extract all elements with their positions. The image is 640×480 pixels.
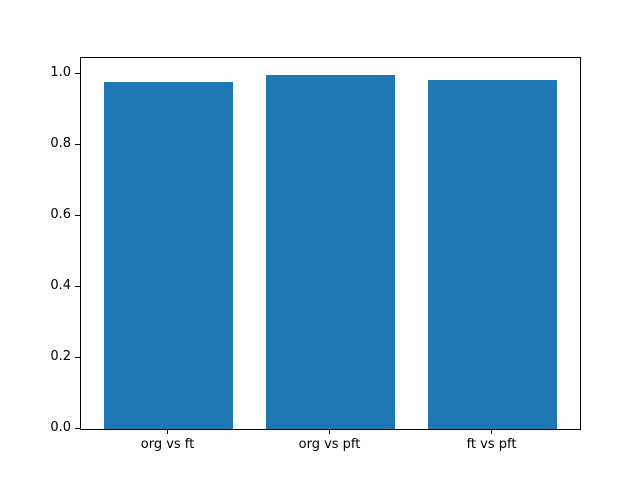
y-tick-mark (75, 143, 80, 145)
bar-org-vs-pft (265, 75, 396, 429)
y-tick-mark (75, 427, 80, 429)
y-tick-label: 1.0 (50, 65, 71, 80)
y-tick-mark (75, 356, 80, 358)
x-tick-mark (167, 429, 168, 434)
x-tick-label: org vs ft (140, 437, 195, 452)
x-tick-label: org vs pft (298, 437, 361, 452)
x-tick-label: ft vs pft (466, 437, 517, 452)
y-tick-label: 0.2 (50, 349, 71, 364)
y-tick-label: 0.0 (50, 420, 71, 435)
x-tick-mark (329, 429, 330, 434)
plot-area (80, 57, 581, 430)
y-tick-label: 0.8 (50, 136, 71, 151)
bar-org-vs-ft (103, 81, 234, 429)
y-tick-label: 0.4 (50, 278, 71, 293)
y-tick-mark (75, 214, 80, 216)
y-tick-label: 0.6 (50, 207, 71, 222)
y-tick-mark (75, 285, 80, 287)
y-tick-mark (75, 72, 80, 74)
bar-ft-vs-pft (427, 80, 558, 429)
x-tick-mark (491, 429, 492, 434)
